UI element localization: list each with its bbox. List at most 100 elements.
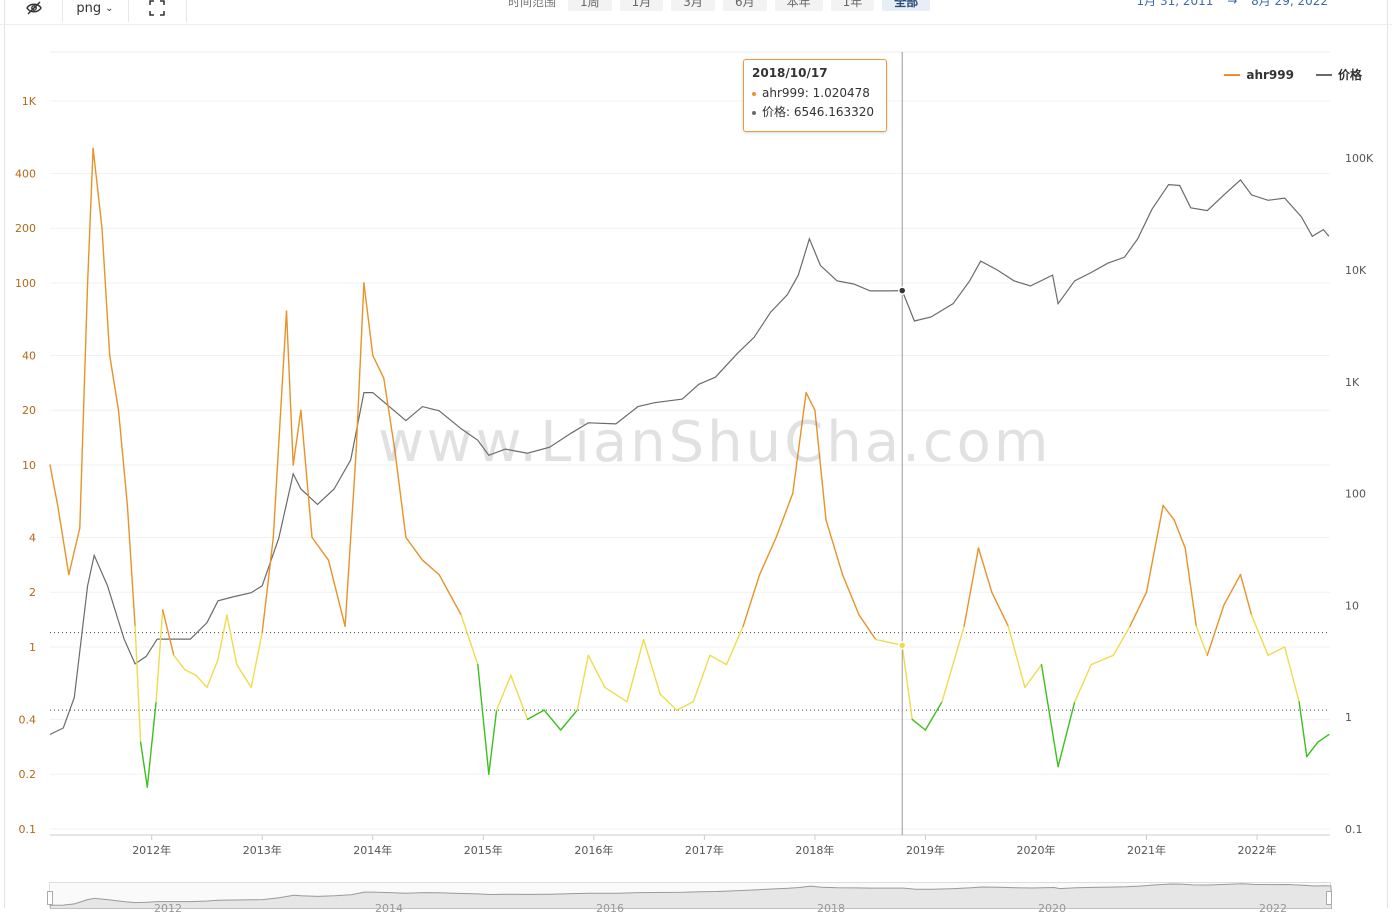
- left-tick-label: 0.4: [19, 713, 37, 726]
- range-option-ytd[interactable]: 本年: [774, 0, 823, 11]
- range-navigator[interactable]: 2012 2014 2016 2018 2020 2022: [47, 882, 1332, 915]
- x-tick-label: 2014年: [353, 843, 392, 857]
- ahr999-segment: [126, 504, 136, 627]
- ahr999-segment: [626, 638, 645, 703]
- cursor-ahr-point: [897, 641, 907, 650]
- ahr999-segment: [792, 391, 807, 494]
- ahr999-segment: [825, 519, 844, 576]
- x-tick-label: 2020年: [1016, 843, 1055, 857]
- date-range-display: 1月 31, 2011 → 8月 29, 2022: [1137, 0, 1329, 9]
- hide-series-button[interactable]: [6, 0, 63, 22]
- price-swatch: [1315, 73, 1332, 76]
- right-tick-label: 10: [1345, 599, 1359, 612]
- left-tick-label: 2: [29, 586, 36, 599]
- ahr999-segment: [139, 741, 149, 788]
- ahr999-segment: [173, 654, 186, 671]
- navigator-right-handle[interactable]: [1326, 891, 1332, 905]
- ahr999-segment: [560, 709, 578, 731]
- ahr999-segment: [394, 449, 407, 539]
- ahr999-segment: [1007, 625, 1026, 689]
- ahr999-segment: [161, 609, 175, 656]
- left-tick-label: 0.1: [19, 823, 37, 836]
- date-from[interactable]: 1月 31, 2011: [1136, 0, 1214, 8]
- export-format-select[interactable]: png ⌄: [62, 0, 129, 22]
- range-option-1y[interactable]: 1年: [830, 0, 875, 11]
- ahr999-segment: [108, 354, 120, 411]
- legend-item-price[interactable]: 价格: [1315, 66, 1362, 83]
- cursor-price-point: [897, 286, 907, 295]
- range-option-3m[interactable]: 3月: [671, 0, 715, 11]
- left-tick-label: 100: [15, 277, 36, 290]
- left-tick-label: 1K: [22, 95, 37, 108]
- left-tick-label: 200: [15, 222, 36, 235]
- ahr999-segment: [1090, 654, 1115, 666]
- left-tick-label: 0.2: [19, 768, 37, 781]
- legend-item-ahr999[interactable]: ahr999: [1224, 66, 1294, 83]
- eye-off-icon: [26, 1, 42, 15]
- right-tick-label: 0.1: [1345, 823, 1363, 836]
- x-tick-label: 2015年: [464, 843, 503, 857]
- x-axis-ticks: 2012年 2013年 2014年 2015年 2016年 2017年 2018年 2019年…: [132, 835, 1277, 857]
- export-format-label: png: [76, 0, 102, 16]
- x-tick-label: 2016年: [574, 843, 613, 857]
- x-tick-label: 2017年: [685, 843, 724, 857]
- price-series: [49, 179, 1330, 736]
- ahr999-segment: [460, 614, 479, 666]
- ahr999-segment: [1162, 504, 1175, 521]
- range-option-1m[interactable]: 1月: [619, 0, 664, 11]
- tooltip-ahr-row: ahr999: 1.020478: [752, 84, 878, 103]
- navigator-label: 2014: [375, 902, 403, 915]
- right-axis-ticks: 0.1 1 10 100 1K 10K 100K: [1345, 152, 1374, 836]
- ahr999-segment: [285, 310, 294, 466]
- tooltip-ahr-value: ahr999: 1.020478: [762, 86, 870, 100]
- ahr999-segment: [79, 282, 89, 529]
- ahr999-segment: [344, 449, 357, 627]
- ahr999-segment: [1145, 504, 1164, 593]
- range-option-all[interactable]: 全部: [882, 0, 931, 11]
- ahr999-segment: [1283, 646, 1300, 703]
- ahr999-segment: [1112, 625, 1131, 656]
- ahr999-segment: [405, 536, 424, 561]
- left-tick-label: 20: [22, 404, 36, 417]
- ahr999-segment: [587, 654, 606, 689]
- ahr999-segment: [1298, 701, 1308, 758]
- ahr999-segment: [1195, 625, 1209, 656]
- range-option-6m[interactable]: 6月: [722, 0, 767, 11]
- ahr999-segment: [814, 409, 827, 521]
- ahr999-segment: [292, 409, 302, 466]
- date-to[interactable]: 8月 29, 2022: [1251, 0, 1328, 8]
- right-tick-label: 1K: [1345, 376, 1360, 389]
- ahr999-segment: [1250, 614, 1269, 656]
- ahr999-segment: [1173, 519, 1186, 549]
- threshold-lines: [50, 632, 1330, 711]
- ahr999-series: [49, 147, 1330, 788]
- range-option-1w[interactable]: 1周: [568, 0, 612, 11]
- ahr999-segment: [543, 709, 562, 731]
- tooltip-date: 2018/10/17: [752, 66, 828, 80]
- ahr999-segment: [510, 674, 529, 721]
- chart-frame: [4, 0, 1388, 908]
- ahr999-segment: [92, 147, 103, 229]
- ahr999-segment: [438, 573, 462, 616]
- ahr999-segment: [963, 547, 980, 627]
- ahr999-segment: [86, 147, 94, 284]
- navigator-left-handle[interactable]: [47, 891, 53, 905]
- legend-price-label: 价格: [1337, 68, 1362, 82]
- right-tick-label: 10K: [1345, 264, 1367, 277]
- ahr999-segment: [977, 547, 993, 593]
- right-tick-label: 1: [1345, 711, 1352, 724]
- legend-ahr999-label: ahr999: [1246, 67, 1294, 82]
- navigator-preview: [50, 883, 1332, 909]
- ahr999-segment: [327, 559, 346, 627]
- ahr999-segment: [758, 536, 777, 576]
- ahr999-segment: [692, 654, 711, 703]
- ahr999-segment: [311, 536, 330, 561]
- ahr999-segment: [805, 391, 816, 411]
- x-tick-label: 2013年: [243, 843, 282, 857]
- ahr999-segment: [363, 282, 374, 357]
- ahr999-segment: [841, 573, 860, 616]
- left-tick-label: 40: [22, 349, 36, 362]
- fullscreen-button[interactable]: [128, 0, 187, 22]
- ahr999-segment: [355, 282, 365, 452]
